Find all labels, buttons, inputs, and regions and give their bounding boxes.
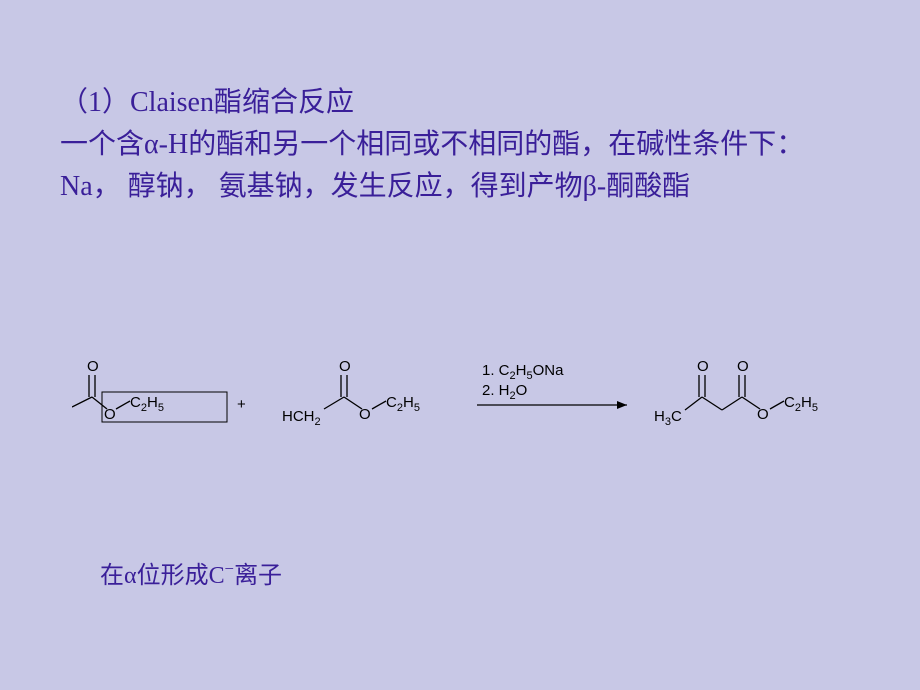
hch2-label: HCH2: [282, 408, 321, 428]
reaction-scheme: O O C2H5 +: [72, 355, 872, 460]
c2h5-label: C2H5: [386, 394, 420, 414]
o-label: O: [757, 406, 769, 423]
reagent-line-2: 2. H2O: [482, 382, 527, 402]
plus-sign: +: [237, 396, 246, 413]
o-label: O: [737, 358, 749, 375]
slide: （1）Claisen酯缩合反应 一个含α-H的酯和另一个相同或不相同的酯，在碱性…: [0, 0, 920, 690]
note-post: 离子: [234, 563, 282, 589]
reagent-line-1: 1. C2H5ONa: [482, 362, 564, 382]
body-text: 一个含α-H的酯和另一个相同或不相同的酯，在碱性条件下： Na， 醇钠， 氨基钠…: [60, 124, 860, 208]
heading-line-1: （1）Claisen酯缩合反应: [60, 82, 860, 124]
reaction-svg: O O C2H5 +: [72, 355, 872, 455]
o-label: O: [697, 358, 709, 375]
o-label: O: [104, 406, 116, 423]
c2h5-label: C2H5: [784, 394, 818, 414]
ester-1: O O C2H5: [72, 358, 227, 423]
note-pre: 在α位形成C: [100, 563, 225, 589]
note-sup: −: [225, 559, 234, 578]
product: H3C O O: [654, 358, 818, 428]
o-label: O: [87, 358, 99, 375]
reaction-arrow: [477, 401, 627, 409]
h3c-label: H3C: [654, 408, 682, 428]
o-label: O: [359, 406, 371, 423]
o-label: O: [339, 358, 351, 375]
ester-2: HCH2 O O C2H5: [282, 358, 420, 428]
text-block: （1）Claisen酯缩合反应 一个含α-H的酯和另一个相同或不相同的酯，在碱性…: [60, 82, 860, 208]
bottom-note: 在α位形成C−离子: [100, 555, 282, 590]
c2h5-label: C2H5: [130, 394, 164, 414]
